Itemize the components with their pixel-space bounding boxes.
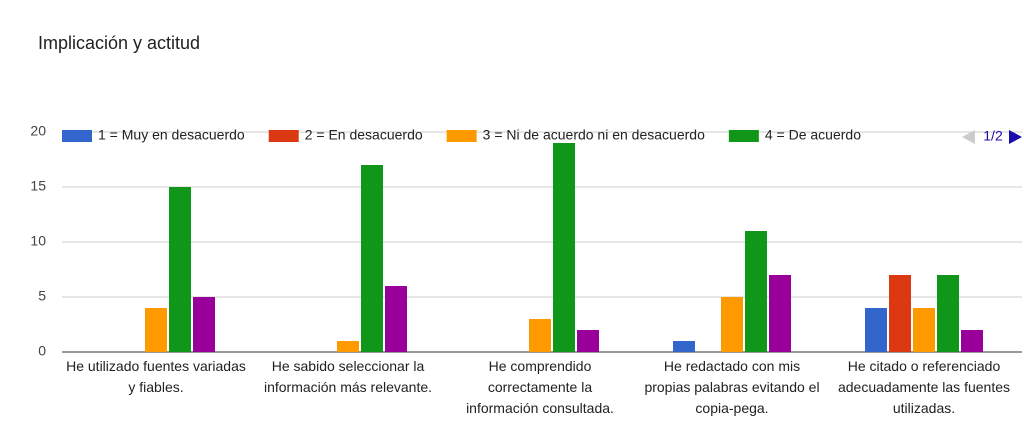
y-tick-label: 10 [30, 233, 46, 249]
y-tick-label: 15 [30, 178, 46, 194]
legend-swatch [728, 130, 759, 142]
bar [673, 341, 695, 352]
bar [865, 308, 887, 352]
y-tick-label: 0 [38, 343, 46, 359]
legend-label: 3 = Ni de acuerdo ni en desacuerdo [483, 127, 705, 143]
chart-title: Implicación y actitud [38, 33, 200, 53]
legend-swatch [62, 130, 92, 142]
bar [529, 319, 551, 352]
bar [913, 308, 935, 352]
legend-next[interactable] [1009, 130, 1022, 144]
bar [937, 275, 959, 352]
legend-label: 2 = En desacuerdo [305, 127, 423, 143]
bar [337, 341, 359, 352]
x-tick-label: He sabido seleccionar la información más… [263, 358, 433, 395]
y-tick-label: 20 [30, 123, 46, 139]
bar [769, 275, 791, 352]
bar [577, 330, 599, 352]
bar [961, 330, 983, 352]
bar [193, 297, 215, 352]
bar [553, 143, 575, 352]
legend-label: 1 = Muy en desacuerdo [98, 127, 245, 143]
bar [721, 297, 743, 352]
x-tick-label: He redactado con mis propias palabras ev… [644, 358, 820, 416]
bar [145, 308, 167, 352]
bar [889, 275, 911, 352]
x-tick-label: He utilizado fuentes variadas y fiables. [66, 358, 246, 395]
legend-swatch [268, 130, 299, 142]
bar [361, 165, 383, 352]
bar [745, 231, 767, 352]
legend-page: 1/2 [983, 128, 1003, 144]
x-tick-label: He comprendido correctamente la informac… [466, 358, 614, 416]
legend-label: 4 = De acuerdo [765, 127, 861, 143]
x-tick-label: He citado o referenciado adecuadamente l… [837, 358, 1010, 416]
bar [169, 187, 191, 352]
y-tick-label: 5 [38, 288, 46, 304]
legend-prev[interactable] [962, 130, 975, 144]
legend-swatch [446, 130, 477, 142]
bar [385, 286, 407, 352]
